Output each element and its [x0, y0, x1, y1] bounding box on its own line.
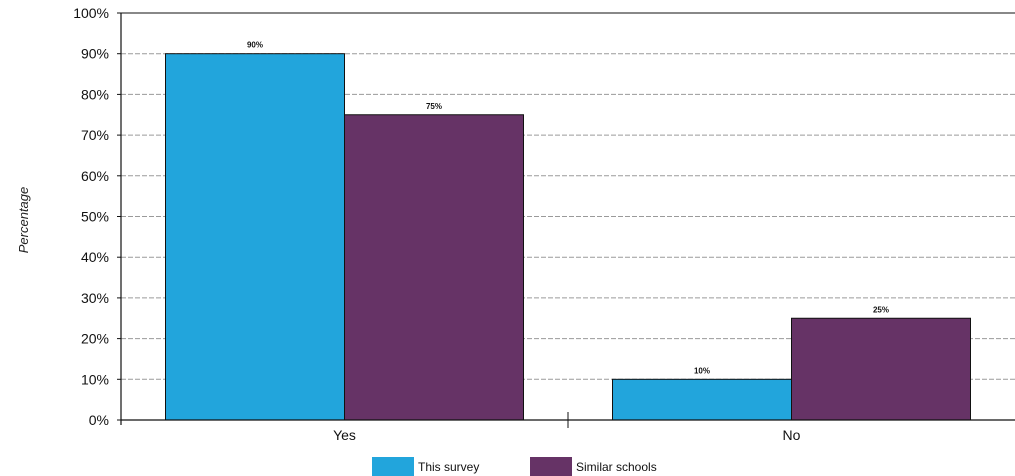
data-label: 75%	[426, 102, 442, 111]
y-tick-label: 20%	[81, 331, 109, 347]
bar	[612, 378, 792, 421]
bars: 90% 75% 10% 25%	[165, 41, 971, 421]
axes	[120, 12, 1015, 428]
y-axis-ticks: 0% 10% 20% 30% 40% 50% 60% 70% 80% 90% 100%	[73, 5, 121, 428]
data-label: 90%	[247, 41, 263, 50]
y-tick-label: 70%	[81, 127, 109, 143]
y-tick-label: 50%	[81, 209, 109, 225]
y-tick-label: 80%	[81, 86, 109, 102]
y-tick-label: 0%	[89, 412, 109, 428]
legend: This survey Similar schools	[372, 457, 657, 476]
legend-label: This survey	[418, 460, 479, 474]
y-tick-label: 60%	[81, 168, 109, 184]
category-label: No	[783, 427, 801, 443]
y-tick-label: 10%	[81, 371, 109, 387]
y-tick-label: 40%	[81, 249, 109, 265]
legend-swatch	[372, 457, 414, 476]
category-label: Yes	[333, 427, 356, 443]
data-label: 10%	[694, 366, 710, 375]
y-tick-label: 100%	[73, 5, 109, 21]
bar	[791, 317, 971, 421]
y-tick-label: 90%	[81, 46, 109, 62]
legend-swatch	[530, 457, 572, 476]
bar	[165, 53, 345, 421]
data-label: 25%	[873, 305, 889, 314]
legend-label: Similar schools	[576, 460, 657, 474]
category-labels: Yes No	[333, 427, 801, 443]
y-tick-label: 30%	[81, 290, 109, 306]
bar	[344, 114, 524, 421]
y-axis-label: Percentage	[16, 187, 31, 254]
